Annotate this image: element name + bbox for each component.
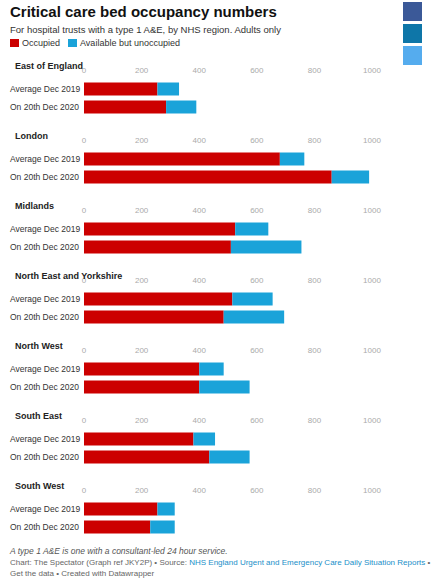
svg-text:400: 400: [193, 276, 207, 285]
svg-text:800: 800: [308, 486, 322, 495]
svg-text:Midlands: Midlands: [15, 201, 54, 211]
svg-text:600: 600: [250, 276, 264, 285]
svg-text:400: 400: [193, 486, 207, 495]
html-text:A type 1 A&E is one with a con: A type 1 A&E is one with a consultant-le…: [10, 546, 228, 556]
html-text:Get the data • Created with Da: Get the data • Created with Datawrapper: [10, 569, 155, 578]
svg-text:200: 200: [135, 206, 149, 215]
svg-text:0: 0: [82, 486, 87, 495]
svg-text:Average Dec 2019: Average Dec 2019: [10, 294, 81, 304]
svg-text:600: 600: [250, 66, 264, 75]
svg-text:Average Dec 2019: Average Dec 2019: [10, 434, 81, 444]
svg-text:1000: 1000: [363, 486, 381, 495]
svg-text:200: 200: [135, 416, 149, 425]
svg-text:200: 200: [135, 276, 149, 285]
svg-text:600: 600: [250, 136, 264, 145]
svg-text:South East: South East: [15, 411, 62, 421]
svg-text:800: 800: [308, 206, 322, 215]
svg-text:200: 200: [135, 66, 149, 75]
svg-text:On 20th Dec 2020: On 20th Dec 2020: [10, 102, 79, 112]
svg-text:600: 600: [250, 486, 264, 495]
html-text:Critical care bed occupancy nu: Critical care bed occupancy numbers: [10, 3, 277, 20]
svg-text:1000: 1000: [363, 136, 381, 145]
html-text:Chart: The Spectator (Graph re: Chart: The Spectator (Graph ref JKY2P) •…: [10, 558, 431, 567]
svg-text:1000: 1000: [363, 276, 381, 285]
svg-text:North East and Yorkshire: North East and Yorkshire: [15, 271, 122, 281]
html-text:For hospital trusts with a typ: For hospital trusts with a type 1 A&E, b…: [10, 24, 281, 35]
svg-text:On 20th Dec 2020: On 20th Dec 2020: [10, 382, 79, 392]
svg-text:200: 200: [135, 346, 149, 355]
svg-text:0: 0: [82, 346, 87, 355]
svg-text:0: 0: [82, 416, 87, 425]
svg-text:800: 800: [308, 346, 322, 355]
svg-text:1000: 1000: [363, 66, 381, 75]
svg-text:On 20th Dec 2020: On 20th Dec 2020: [10, 172, 79, 182]
svg-text:Average Dec 2019: Average Dec 2019: [10, 154, 81, 164]
svg-text:East of England: East of England: [15, 61, 83, 71]
svg-text:400: 400: [193, 206, 207, 215]
svg-text:200: 200: [135, 486, 149, 495]
svg-text:800: 800: [308, 136, 322, 145]
svg-text:600: 600: [250, 346, 264, 355]
svg-text:Average Dec 2019: Average Dec 2019: [10, 504, 81, 514]
svg-text:0: 0: [82, 136, 87, 145]
svg-text:800: 800: [308, 276, 322, 285]
svg-text:On 20th Dec 2020: On 20th Dec 2020: [10, 312, 79, 322]
svg-text:1000: 1000: [363, 346, 381, 355]
svg-text:200: 200: [135, 136, 149, 145]
svg-text:600: 600: [250, 416, 264, 425]
html-text:Occupied: Occupied: [22, 38, 60, 48]
svg-text:On 20th Dec 2020: On 20th Dec 2020: [10, 242, 79, 252]
svg-text:800: 800: [308, 416, 322, 425]
html-text:Available but unoccupied: Available but unoccupied: [80, 38, 180, 48]
svg-text:1000: 1000: [363, 206, 381, 215]
svg-text:400: 400: [193, 66, 207, 75]
svg-text:South West: South West: [15, 481, 64, 491]
svg-text:600: 600: [250, 206, 264, 215]
svg-text:Average Dec 2019: Average Dec 2019: [10, 224, 81, 234]
svg-text:On 20th Dec 2020: On 20th Dec 2020: [10, 452, 79, 462]
svg-text:London: London: [15, 131, 48, 141]
svg-text:0: 0: [82, 206, 87, 215]
svg-text:400: 400: [193, 346, 207, 355]
svg-text:800: 800: [308, 66, 322, 75]
svg-text:400: 400: [193, 416, 207, 425]
svg-text:0: 0: [81, 65, 87, 75]
svg-text:Average Dec 2019: Average Dec 2019: [10, 84, 81, 94]
svg-text:Average Dec 2019: Average Dec 2019: [10, 364, 81, 374]
svg-text:North West: North West: [15, 341, 63, 351]
svg-text:1000: 1000: [363, 416, 381, 425]
svg-text:400: 400: [193, 136, 207, 145]
svg-text:On 20th Dec 2020: On 20th Dec 2020: [10, 522, 79, 532]
